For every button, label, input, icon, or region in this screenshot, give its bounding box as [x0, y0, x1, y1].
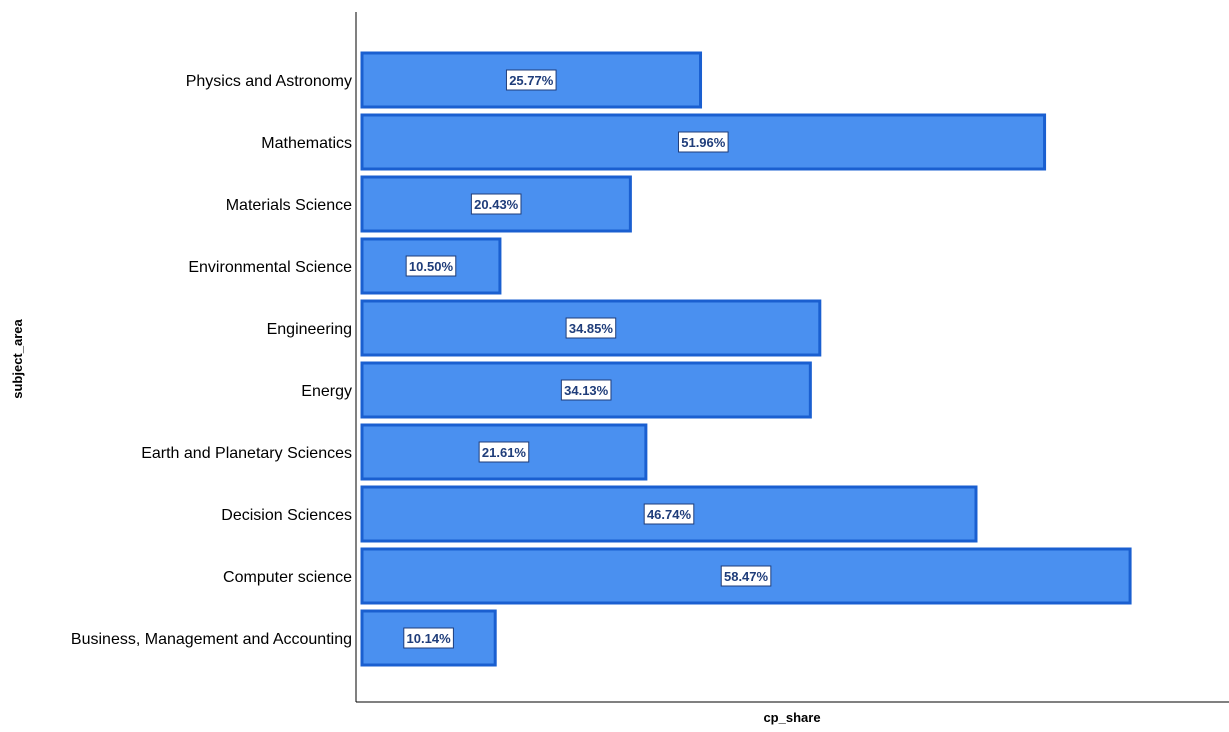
category-label: Environmental Science: [188, 259, 352, 276]
y-axis-title: subject_area: [10, 318, 25, 398]
category-label: Computer science: [223, 569, 352, 586]
data-label-box: [470, 193, 522, 215]
category-label: Energy: [301, 383, 352, 400]
bars-layer: [360, 51, 1132, 667]
category-label: Physics and Astronomy: [186, 73, 352, 90]
data-label-box: [677, 131, 729, 153]
data-label: 25.77%: [505, 69, 557, 91]
data-label: 34.13%: [560, 379, 612, 401]
data-label-text: 51.96%: [681, 135, 726, 150]
data-label: 21.61%: [478, 441, 530, 463]
data-label-text: 21.61%: [482, 445, 527, 460]
data-label-text: 20.43%: [474, 197, 519, 212]
category-label: Engineering: [267, 321, 352, 338]
data-label: 20.43%: [470, 193, 522, 215]
data-label-box: [643, 503, 695, 525]
data-label-box: [565, 317, 617, 339]
data-label: 10.14%: [403, 627, 454, 649]
data-label-box: [505, 69, 557, 91]
data-label-text: 46.74%: [647, 507, 692, 522]
data-label: 46.74%: [643, 503, 695, 525]
data-label: 34.85%: [565, 317, 617, 339]
data-label-box: [560, 379, 612, 401]
data-label: 10.50%: [405, 255, 457, 277]
data-label-text: 58.47%: [724, 569, 769, 584]
category-label: Mathematics: [261, 135, 352, 152]
data-label-box: [403, 627, 454, 649]
data-label: 58.47%: [720, 565, 772, 587]
category-labels: Physics and Astronomy Mathematics Material…: [71, 73, 352, 648]
data-label-text: 10.14%: [407, 631, 452, 646]
category-label: Earth and Planetary Sciences: [141, 445, 352, 462]
data-label-text: 25.77%: [509, 73, 554, 88]
data-label-text: 34.85%: [569, 321, 614, 336]
category-label: Decision Sciences: [221, 507, 352, 524]
x-axis-title: cp_share: [763, 710, 820, 725]
category-label: Materials Science: [226, 197, 352, 214]
category-label: Business, Management and Accounting: [71, 631, 352, 648]
data-label-text: 10.50%: [409, 259, 454, 274]
data-label-box: [478, 441, 530, 463]
bar: [360, 485, 978, 543]
data-label: 51.96%: [677, 131, 729, 153]
data-label-box: [405, 255, 457, 277]
value-labels: 25.77% 51.96% 20.43% 10.50% 34.85% 34.13% 21.6…: [403, 69, 772, 649]
data-label-box: [720, 565, 772, 587]
data-label-text: 34.13%: [564, 383, 609, 398]
